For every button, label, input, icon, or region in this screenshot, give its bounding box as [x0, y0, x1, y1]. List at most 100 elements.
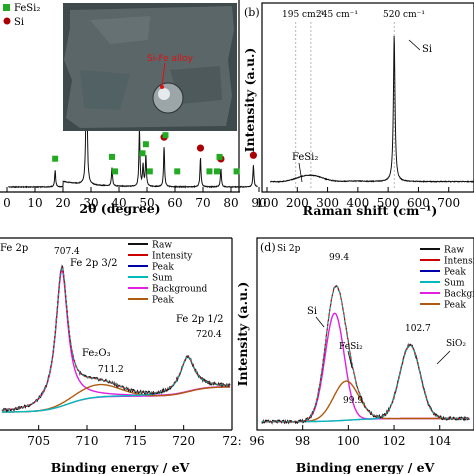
panel-c-legend-label: Peak	[152, 296, 174, 306]
panel-c-x-tick-label: 715	[124, 434, 147, 448]
panel-a-x-tick-label: 80	[223, 196, 238, 210]
panel-d-peak-1027-label: 102.7	[405, 324, 431, 334]
panel-b: 100 200 300 400 500 600 700 (b) 195 cm⁻¹ 245 c…	[242, 2, 474, 218]
panel-a-legend-fesi2-marker	[3, 4, 10, 11]
fesi2-peak-marker	[146, 168, 153, 175]
panel-b-frame	[261, 2, 474, 193]
panel-b-x-tick-label: 200	[286, 196, 309, 210]
fesi2-peak-marker	[214, 168, 220, 175]
panel-d-fesi2-label: FeSi₂	[339, 342, 363, 352]
panel-b-label: (b)	[244, 6, 260, 19]
panel-a-x-tick-label: 0	[3, 196, 11, 210]
fesi2-peak-marker	[109, 153, 115, 160]
photo-alloy-label: Si-Fe alloy	[147, 54, 194, 64]
xps-intensity-curve	[261, 285, 470, 423]
panel-a: 0 10 20 30 40 50 60 70 80 90 FeSi₂ Si Si-Fe alloy…	[0, 0, 267, 216]
fesi2-peak-marker	[174, 168, 181, 175]
panel-d-x-tick-label: 96	[249, 434, 264, 448]
panel-b-fesi2-annotation: FeSi₂	[292, 152, 318, 163]
panel-b-x-tick-label: 100	[256, 196, 279, 210]
panel-d-legend-label: Peak	[444, 301, 466, 311]
panel-d-x-tick-label: 104	[428, 434, 451, 448]
fesi2-peak-marker	[206, 168, 213, 175]
panel-a-x-tick-label: 40	[111, 196, 126, 210]
panel-d-legend-label: Background	[444, 290, 474, 300]
panel-b-x-title: Raman shift (cm⁻¹)	[303, 203, 438, 218]
panel-c-fe2p32-label: Fe 2p 3/2	[70, 258, 118, 269]
panel-a-x-ticks: 0 10 20 30 40 50 60 70 80 90	[3, 187, 267, 210]
panel-c-legend-label: Raw	[152, 241, 172, 251]
alloy-photo-inset: Si-Fe alloy	[63, 3, 237, 131]
xps-sum-curve	[261, 285, 470, 423]
panel-c-title: Fe 2p	[0, 243, 28, 254]
panel-c-fe2p12-label: Fe 2p 1/2	[176, 314, 224, 325]
panel-d-legend-label: Raw	[444, 246, 464, 256]
panel-d-x-tick-label: 102	[383, 434, 406, 448]
xps-peak-curve	[261, 344, 470, 423]
panel-b-x-ticks: 100 200 300 400 500 600 700	[256, 187, 460, 210]
panel-a-legend-fesi2-label: FeSi₂	[14, 3, 40, 14]
panel-d-si-label: Si	[307, 306, 317, 317]
panel-b-x-tick-label: 400	[346, 196, 369, 210]
panel-b-x-tick-label: 700	[437, 196, 460, 210]
panel-c-x-tick-label: 72:	[222, 434, 241, 448]
panel-b-y-title: Intensity (a.u.)	[242, 48, 257, 153]
panel-d-label: (d)	[260, 241, 276, 254]
panel-b-x-tick-label: 600	[407, 196, 430, 210]
panel-c-curves	[1, 264, 231, 413]
panel-d-y-title: Intensity (a.u.)	[235, 282, 250, 387]
panel-c-x-tick-label: 705	[27, 434, 50, 448]
panel-d-peak-994-label: 99.4	[329, 253, 349, 263]
panel-d-x-tick-label: 98	[295, 434, 310, 448]
fesi2-peak-marker	[162, 132, 169, 139]
panel-c-peak-720-label: 720.4	[196, 330, 222, 340]
si-peak-marker	[196, 144, 205, 152]
panel-d-legend-label: Peak	[444, 268, 466, 278]
panel-a-x-tick-label: 70	[195, 196, 210, 210]
panel-c-peak-707-label: 707.4	[54, 247, 80, 257]
panel-a-x-tick-label: 90	[251, 196, 266, 210]
panel-d-curves	[261, 284, 470, 425]
fesi2-peak-marker	[142, 141, 149, 148]
panel-c: 705 710 715 720 72: Fe 2p 707.4 Fe 2p 3/2 Fe…	[0, 237, 242, 474]
xps-peak-curve	[261, 312, 470, 423]
panel-a-x-title: 2θ (degree)	[79, 201, 160, 216]
panel-a-x-tick-label: 50	[139, 196, 154, 210]
panel-d-peak-999-label: 99.9	[343, 396, 363, 406]
panel-b-x-tick-label: 500	[377, 196, 400, 210]
panel-a-x-tick-label: 10	[27, 196, 42, 210]
panel-b-x-tick-label: 300	[316, 196, 339, 210]
xps-peak-curve	[261, 380, 470, 423]
panel-a-legend-si-label: Si	[14, 17, 24, 28]
fesi2-peak-marker	[216, 153, 223, 160]
panel-c-x-tick-label: 710	[76, 434, 99, 448]
panel-a-x-tick-label: 20	[55, 196, 70, 210]
panel-d-frame	[256, 237, 474, 431]
panel-a-xrd-pattern	[8, 4, 258, 189]
panel-a-x-tick-label: 30	[83, 196, 98, 210]
panel-b-peak-520-label: 520 cm⁻¹	[383, 10, 425, 20]
panel-a-legend-si-marker	[3, 17, 11, 25]
panel-d-x-title: Binding energy / eV	[296, 460, 435, 474]
panel-c-legend-label: Background	[152, 285, 208, 295]
fesi2-peak-marker	[233, 168, 240, 175]
panel-d-legend-label: Intensity	[444, 257, 474, 267]
xps-sum-curve	[1, 266, 231, 411]
panel-c-legend-label: Sum	[152, 274, 173, 284]
panel-c-x-ticks: 705 710 715 720 72:	[27, 425, 242, 448]
si-peak-marker	[249, 151, 257, 159]
panel-c-legend-label: Peak	[152, 263, 174, 273]
panel-b-peak-195-label: 195 cm⁻¹	[282, 10, 324, 20]
panel-c-peak-711-label: 711.2	[98, 365, 124, 375]
panel-b-si-annotation: Si	[422, 44, 432, 55]
panel-d-legend-label: Sum	[444, 279, 465, 289]
panel-c-legend-label: Intensity	[152, 252, 193, 262]
panel-d-title: Si 2p	[277, 244, 301, 254]
panel-b-raman-spectrum	[270, 35, 474, 183]
fesi2-peak-marker	[112, 168, 119, 175]
panel-d-x-ticks: 96 98 100 102 104	[249, 425, 452, 448]
panel-d-x-tick-label: 100	[337, 434, 360, 448]
